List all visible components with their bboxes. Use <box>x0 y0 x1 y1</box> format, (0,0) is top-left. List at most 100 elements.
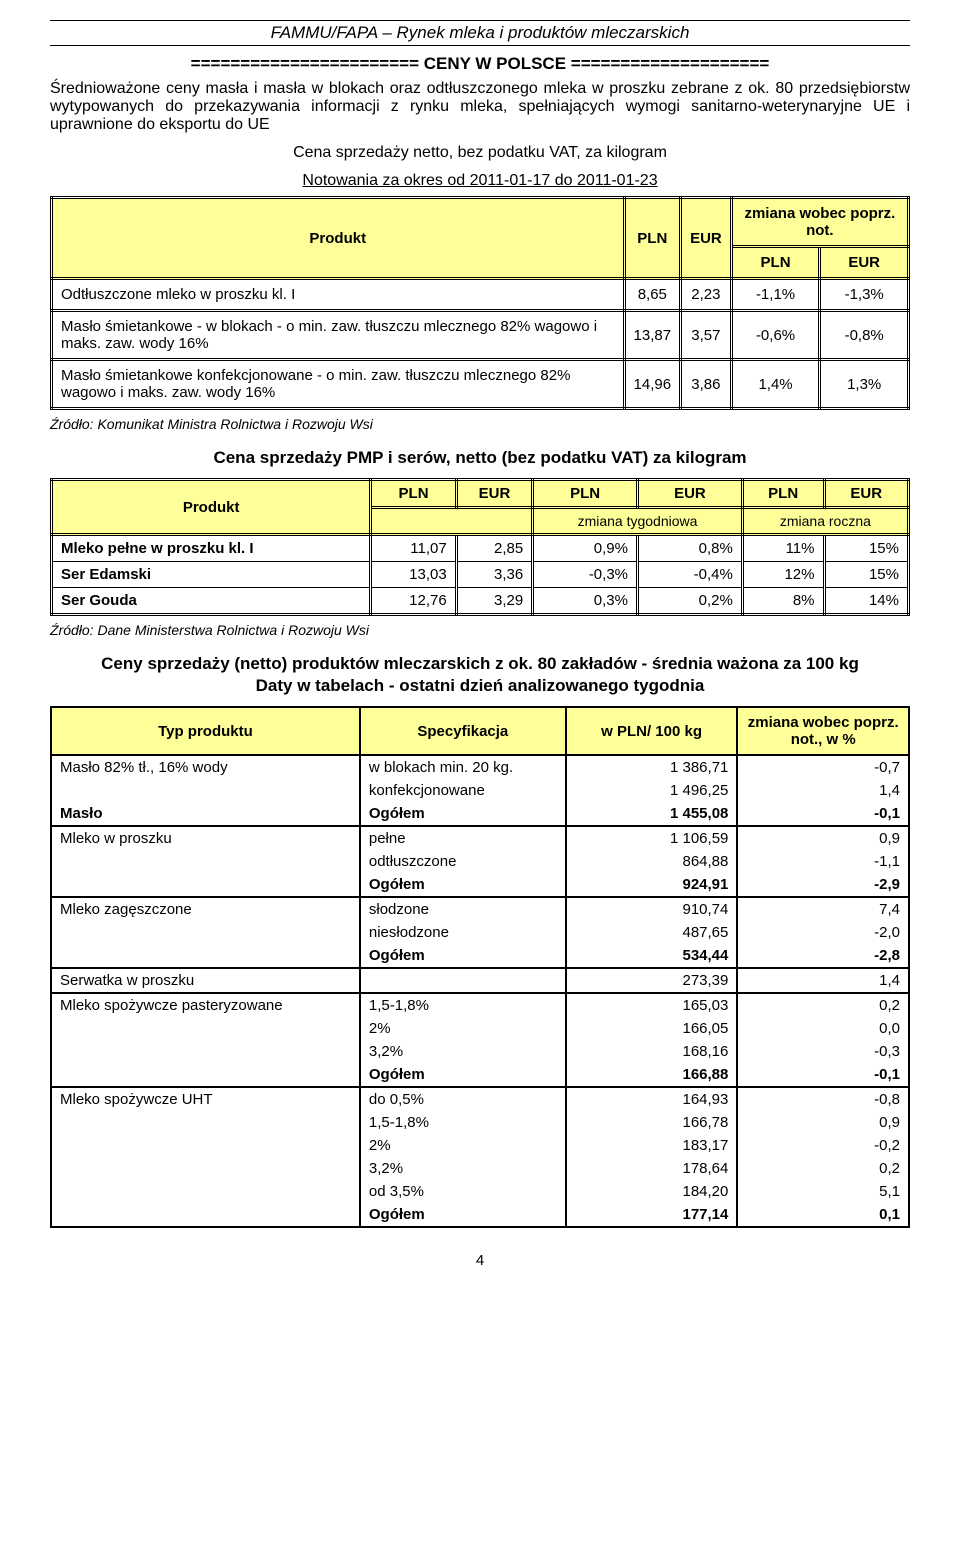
table-cell: 14,96 <box>624 360 681 409</box>
table-cell: do 0,5% <box>360 1087 566 1111</box>
col-pln100: w PLN/ 100 kg <box>566 707 738 755</box>
table-cell: Ogółem <box>360 944 566 968</box>
table-cell: 3,36 <box>456 562 532 588</box>
table-cell: 0,2 <box>737 1157 909 1180</box>
table-cell: -0,4% <box>638 562 743 588</box>
table-cell: 1,4% <box>731 360 820 409</box>
table-cell <box>51 1040 360 1063</box>
table-cell: 1,5-1,8% <box>360 993 566 1017</box>
table-cell: Mleko pełne w proszku kl. I <box>52 535 371 562</box>
table-cell: Ogółem <box>360 802 566 826</box>
table-cell: -1,1% <box>731 279 820 311</box>
table-cell: niesłodzone <box>360 921 566 944</box>
col-eur: EUR <box>681 198 732 279</box>
col-eur: EUR <box>638 480 743 508</box>
table-cell: 8,65 <box>624 279 681 311</box>
table-cell: -0,1 <box>737 1063 909 1087</box>
col-yearly: zmiana roczna <box>742 508 908 535</box>
table-cell: -0,3% <box>533 562 638 588</box>
table-cell <box>360 968 566 993</box>
table-cell: -2,0 <box>737 921 909 944</box>
table-cell <box>51 921 360 944</box>
table-cell <box>51 944 360 968</box>
table-cell: Ser Edamski <box>52 562 371 588</box>
col-change: zmiana wobec poprz. not., w % <box>737 707 909 755</box>
col-pln: PLN <box>533 480 638 508</box>
table-cell: 3,29 <box>456 588 532 615</box>
table-butter-smp: Produkt PLN EUR zmiana wobec poprz. not.… <box>50 196 910 410</box>
table-cell: 13,03 <box>371 562 456 588</box>
page-header: FAMMU/FAPA – Rynek mleka i produktów mle… <box>50 20 910 46</box>
col-pln: PLN <box>371 480 456 508</box>
col-weekly: zmiana tygodniowa <box>533 508 743 535</box>
table-cell: słodzone <box>360 897 566 921</box>
table-cell: 8% <box>742 588 824 615</box>
table-cell: 0,1 <box>737 1203 909 1227</box>
table-cell: 3,86 <box>681 360 732 409</box>
table-cell: Masło <box>51 802 360 826</box>
col-change-eur: EUR <box>820 247 909 279</box>
table-cell: 184,20 <box>566 1180 738 1203</box>
table-cell: 487,65 <box>566 921 738 944</box>
col-eur: EUR <box>824 480 909 508</box>
table-cell: 0,2% <box>638 588 743 615</box>
table-cell: Masło śmietankowe konfekcjonowane - o mi… <box>52 360 625 409</box>
table-cell <box>51 1134 360 1157</box>
table2-source: Źródło: Dane Ministerstwa Rolnictwa i Ro… <box>50 622 910 638</box>
table3-title1: Ceny sprzedaży (netto) produktów mleczar… <box>50 654 910 674</box>
table-cell: 12% <box>742 562 824 588</box>
table1-source: Źródło: Komunikat Ministra Rolnictwa i R… <box>50 416 910 432</box>
col-pln: PLN <box>742 480 824 508</box>
table-cell: Serwatka w proszku <box>51 968 360 993</box>
table-cell: konfekcjonowane <box>360 779 566 802</box>
table-cell: 15% <box>824 562 909 588</box>
table-cell: 5,1 <box>737 1180 909 1203</box>
table-pmp-cheese: Produkt PLN EUR PLN EUR PLN EUR zmiana t… <box>50 478 910 616</box>
table-cell: 14% <box>824 588 909 615</box>
table-cell <box>51 1063 360 1087</box>
table-cell: Ser Gouda <box>52 588 371 615</box>
table-cell <box>51 779 360 802</box>
table-cell: 7,4 <box>737 897 909 921</box>
table-cell <box>51 850 360 873</box>
table-cell <box>51 1111 360 1134</box>
table-cell: Ogółem <box>360 1203 566 1227</box>
table-cell: odtłuszczone <box>360 850 566 873</box>
table-cell: 178,64 <box>566 1157 738 1180</box>
table-cell: 0,0 <box>737 1017 909 1040</box>
table-cell: 12,76 <box>371 588 456 615</box>
col-type: Typ produktu <box>51 707 360 755</box>
table-cell: pełne <box>360 826 566 850</box>
table-cell: 1 455,08 <box>566 802 738 826</box>
table-cell: 13,87 <box>624 311 681 360</box>
table-cell <box>51 1203 360 1227</box>
table-cell: -0,6% <box>731 311 820 360</box>
table-cell: 1,4 <box>737 968 909 993</box>
table-cell: 1,3% <box>820 360 909 409</box>
col-product: Produkt <box>52 198 625 279</box>
table-cell: 534,44 <box>566 944 738 968</box>
col-blank <box>371 508 533 535</box>
table-cell: 168,16 <box>566 1040 738 1063</box>
table-cell: Masło 82% tł., 16% wody <box>51 755 360 779</box>
table-cell: 3,57 <box>681 311 732 360</box>
page-number: 4 <box>50 1252 910 1269</box>
table-cell: 273,39 <box>566 968 738 993</box>
table-cell: 0,8% <box>638 535 743 562</box>
section-divider: ======================= CENY W POLSCE ==… <box>50 54 910 74</box>
table-cell: 166,05 <box>566 1017 738 1040</box>
table-cell: Ogółem <box>360 1063 566 1087</box>
table-cell: od 3,5% <box>360 1180 566 1203</box>
table-cell: -0,8% <box>820 311 909 360</box>
col-pln: PLN <box>624 198 681 279</box>
col-eur: EUR <box>456 480 532 508</box>
table-cell: -2,9 <box>737 873 909 897</box>
table-cell: Mleko zagęszczone <box>51 897 360 921</box>
table-cell: 0,9 <box>737 1111 909 1134</box>
table-cell: Mleko spożywcze pasteryzowane <box>51 993 360 1017</box>
table-cell: 11,07 <box>371 535 456 562</box>
table-cell <box>51 1017 360 1040</box>
page: FAMMU/FAPA – Rynek mleka i produktów mle… <box>0 0 960 1309</box>
table-cell <box>51 873 360 897</box>
table-cell: 2,85 <box>456 535 532 562</box>
